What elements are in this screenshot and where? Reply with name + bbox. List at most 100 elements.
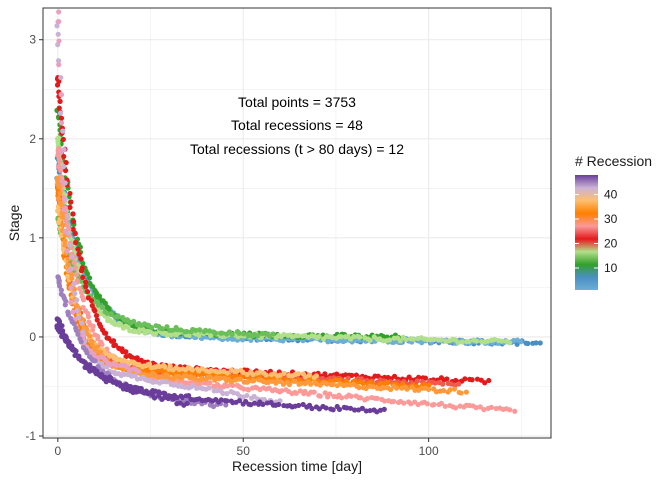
data-point [177, 400, 183, 406]
data-point [412, 387, 418, 393]
data-point [236, 330, 242, 336]
data-point [110, 338, 117, 344]
data-point [306, 372, 312, 378]
data-point [58, 149, 64, 155]
data-point [162, 390, 168, 397]
data-point [302, 388, 308, 394]
data-points [54, 9, 543, 415]
data-point [442, 403, 448, 409]
data-point [193, 327, 199, 333]
data-point [219, 330, 225, 336]
data-point [72, 230, 78, 237]
data-point [162, 364, 168, 370]
annotation-total-recessions: Total recessions = 48 [231, 117, 363, 133]
data-point [466, 338, 472, 345]
data-point [452, 405, 459, 411]
data-point [95, 302, 102, 308]
data-point [338, 334, 344, 340]
data-point [378, 381, 384, 387]
x-axis-ticks: 0 50 100 [54, 438, 439, 458]
data-point [499, 338, 505, 344]
data-point [229, 331, 235, 338]
data-point [512, 408, 518, 414]
data-point [537, 340, 543, 346]
data-point [311, 389, 317, 395]
data-point [62, 228, 68, 234]
data-point [357, 334, 363, 340]
data-point [370, 384, 376, 390]
data-point [236, 398, 243, 404]
data-point [80, 260, 86, 266]
data-point [202, 327, 209, 333]
data-point [63, 167, 69, 174]
data-point [385, 379, 391, 386]
data-point [426, 386, 432, 393]
data-point [456, 381, 462, 387]
data-point [84, 350, 90, 356]
data-point [57, 98, 63, 104]
data-point [296, 402, 302, 409]
data-point [414, 378, 420, 384]
data-point [382, 398, 388, 404]
data-point [223, 402, 229, 408]
data-point [357, 395, 364, 401]
data-point [207, 380, 213, 386]
y-tick-label: 2 [29, 132, 36, 146]
data-point [56, 219, 62, 226]
data-point [59, 214, 66, 220]
data-point [424, 401, 430, 407]
data-point [255, 332, 261, 339]
data-point [69, 254, 75, 260]
panel-border [42, 7, 552, 439]
data-point [167, 363, 173, 369]
data-point [196, 332, 202, 339]
data-point [59, 222, 66, 228]
legend-tick-label: 40 [604, 188, 618, 202]
data-point [60, 136, 66, 142]
data-point [206, 385, 213, 391]
data-point [126, 367, 133, 374]
data-point [92, 358, 98, 364]
data-point [359, 405, 365, 411]
data-point [84, 271, 91, 277]
data-point [55, 31, 61, 37]
data-point [135, 368, 142, 374]
data-point [74, 297, 80, 303]
data-point [58, 74, 64, 81]
data-point [506, 340, 513, 346]
data-point [68, 285, 74, 291]
data-point [298, 380, 304, 386]
data-point [330, 407, 336, 413]
data-point [156, 390, 163, 396]
data-point [349, 372, 355, 378]
data-point [184, 400, 190, 406]
y-tick-label: 1 [29, 231, 36, 245]
data-point [381, 385, 387, 391]
data-point [75, 331, 81, 337]
x-tick-label: 100 [419, 444, 439, 458]
data-point [59, 178, 66, 184]
data-point [237, 376, 243, 382]
data-point [313, 373, 319, 379]
legend-title: # Recession [575, 153, 652, 169]
data-point [106, 353, 113, 359]
data-point [66, 267, 72, 273]
data-point [419, 340, 425, 346]
data-point [80, 297, 87, 303]
data-point [189, 367, 196, 373]
data-point [279, 388, 285, 394]
data-point [156, 363, 162, 370]
data-point [426, 382, 432, 388]
data-point [148, 324, 155, 331]
data-point [56, 195, 62, 201]
data-point [68, 271, 75, 278]
data-point [69, 275, 75, 281]
data-point [491, 337, 497, 343]
data-point [153, 331, 159, 337]
data-point [391, 339, 397, 345]
data-point [207, 374, 214, 381]
data-point [199, 366, 205, 372]
data-point [192, 376, 198, 382]
data-point [208, 367, 214, 374]
